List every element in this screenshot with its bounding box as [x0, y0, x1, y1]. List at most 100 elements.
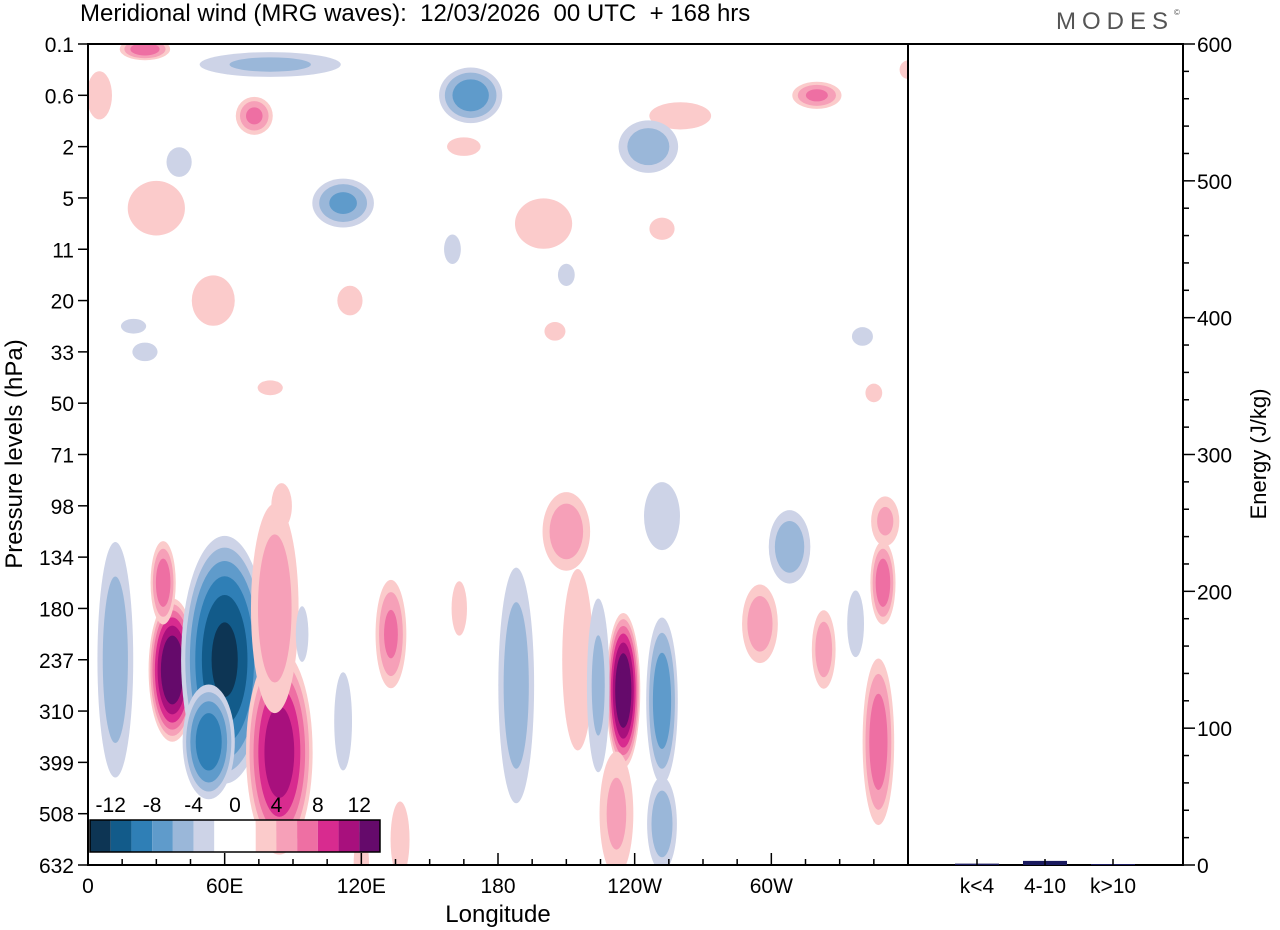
- wind-anomaly-negative-44: [444, 234, 461, 265]
- colorbar-frame: [89, 819, 381, 853]
- contour-level-2: [447, 137, 481, 156]
- contour-level-6: [652, 652, 672, 749]
- contour-level-2: [271, 483, 292, 529]
- contour-level-2: [514, 198, 573, 249]
- pressure-tick-label: 632: [39, 855, 74, 878]
- colorbar-swatch: [90, 820, 111, 852]
- energy-axis: 0 100 200 300 400 500 600: [1183, 34, 1232, 878]
- colorbar-swatch: [297, 820, 318, 852]
- contour-level-2: [899, 60, 908, 79]
- contour-level-4: [774, 520, 805, 573]
- contour-level-2: [334, 672, 353, 771]
- pressure-tick-label: 0.1: [45, 34, 74, 57]
- contour-level-6: [130, 44, 160, 56]
- contour-level-2: [295, 606, 309, 662]
- pressure-tick-label: 134: [39, 547, 74, 570]
- pressure-tick-label: 0.6: [45, 85, 74, 108]
- wind-anomaly-positive-1: [150, 541, 176, 625]
- wind-anomaly-positive-40: [191, 275, 235, 326]
- contour-level-2: [544, 322, 566, 341]
- wind-anomaly-positive-30: [119, 44, 171, 61]
- pressure-tick-label: 33: [51, 342, 74, 365]
- contour-level-2: [88, 71, 112, 120]
- wind-anomaly-positive-45: [649, 217, 675, 240]
- colorbar-swatch: [276, 820, 298, 852]
- energy-category-label: k<4: [960, 875, 995, 898]
- wind-anomaly-positive-12: [562, 569, 594, 751]
- wind-anomaly-negative-32: [439, 67, 503, 124]
- wind-anomaly-positive-22: [862, 658, 895, 826]
- colorbar-swatch: [359, 820, 380, 852]
- contour-level-4: [606, 777, 627, 850]
- contour-level-2: [444, 234, 461, 265]
- energy-tick-label: 500: [1197, 171, 1232, 194]
- contour-level-12: [211, 622, 238, 698]
- contour-level-4: [102, 576, 128, 744]
- wind-anomaly-negative-18: [644, 482, 680, 551]
- contour-level-14: [618, 669, 628, 713]
- wind-anomaly-negative-37: [312, 178, 374, 228]
- colorbar-swatch: [255, 820, 277, 852]
- wind-anomaly-negative-26: [295, 606, 309, 662]
- pressure-axis: 0.1 0.6 2 5 11 20 33 50 71 98 134 180 237 310 399 508 63…: [39, 34, 88, 878]
- longitude-tick-label: 0: [82, 875, 94, 898]
- contour-level-6: [869, 693, 888, 790]
- wind-anomaly-negative-53: [557, 263, 575, 287]
- wind-anomaly-positive-9: [390, 801, 410, 865]
- contour-level-6: [452, 79, 489, 112]
- pressure-tick-label: 310: [39, 701, 74, 724]
- colorbar-label: 12: [348, 794, 371, 817]
- contour-level-2: [337, 285, 363, 316]
- wind-anomaly-negative-43: [166, 147, 192, 177]
- pressure-tick-label: 11: [52, 239, 74, 262]
- wind-anomaly-positive-33: [649, 102, 712, 130]
- energy-tick-label: 600: [1197, 34, 1232, 57]
- wind-anomaly-negative-17: [647, 776, 677, 865]
- colorbar-label: 4: [271, 794, 283, 817]
- wind-anomaly-positive-46: [337, 285, 363, 316]
- longitude-tick-label: 120E: [337, 875, 386, 898]
- longitude-tick-label: 180: [480, 875, 515, 898]
- wind-anomaly-positive-0: [148, 598, 196, 742]
- wind-anomaly-negative-48: [851, 327, 873, 346]
- contour-level-2: [847, 590, 865, 658]
- colorbar-swatch: [131, 820, 153, 852]
- energy-bars: k<4 4-10 k>10: [955, 859, 1136, 898]
- contour-level-2: [390, 801, 410, 865]
- contour-level-2: [451, 581, 467, 636]
- wind-anomaly-negative-16: [646, 617, 678, 785]
- wind-anomaly-positive-39: [127, 180, 185, 236]
- contour-level-4: [747, 596, 773, 652]
- colorbar-swatch: [317, 820, 339, 852]
- energy-tick-label: 200: [1197, 581, 1232, 604]
- colorbar-label: 0: [229, 794, 241, 817]
- colorbar-swatch: [235, 820, 256, 852]
- wind-anomaly-positive-38: [88, 71, 112, 120]
- wind-anomaly-negative-31: [199, 52, 341, 77]
- wind-anomaly-positive-42: [447, 137, 481, 156]
- wind-anomaly-positive-5: [250, 503, 299, 714]
- wind-anomaly-positive-24: [871, 496, 900, 547]
- contour-level-2: [644, 482, 680, 551]
- energy-axis-title: Energy (J/kg): [1246, 389, 1271, 520]
- wind-anomaly-positive-14: [599, 751, 634, 865]
- contour-level-6: [155, 558, 171, 607]
- longitude-tick-label: 60W: [750, 875, 793, 898]
- wind-anomaly-positive-21: [811, 610, 836, 689]
- colorbar-legend: -12 -8 -4 0 4 8 12: [89, 794, 381, 853]
- wind-anomaly-positive-23: [870, 541, 896, 625]
- contour-level-4: [549, 503, 584, 560]
- wind-anomaly-positive-54: [899, 60, 908, 79]
- contour-level-4: [877, 506, 894, 536]
- contour-level-6: [875, 558, 891, 607]
- colorbar-label: -12: [96, 794, 126, 817]
- contour-level-2: [166, 147, 192, 177]
- contour-level-4: [627, 128, 670, 166]
- colorbar-swatch: [214, 820, 235, 852]
- pressure-tick-label: 71: [51, 445, 74, 468]
- contour-level-2: [257, 380, 283, 396]
- logo-registered-mark: ©: [1174, 8, 1180, 17]
- chart-title: Meridional wind (MRG waves): 12/03/2026 …: [80, 0, 751, 27]
- contour-level-6: [384, 609, 398, 659]
